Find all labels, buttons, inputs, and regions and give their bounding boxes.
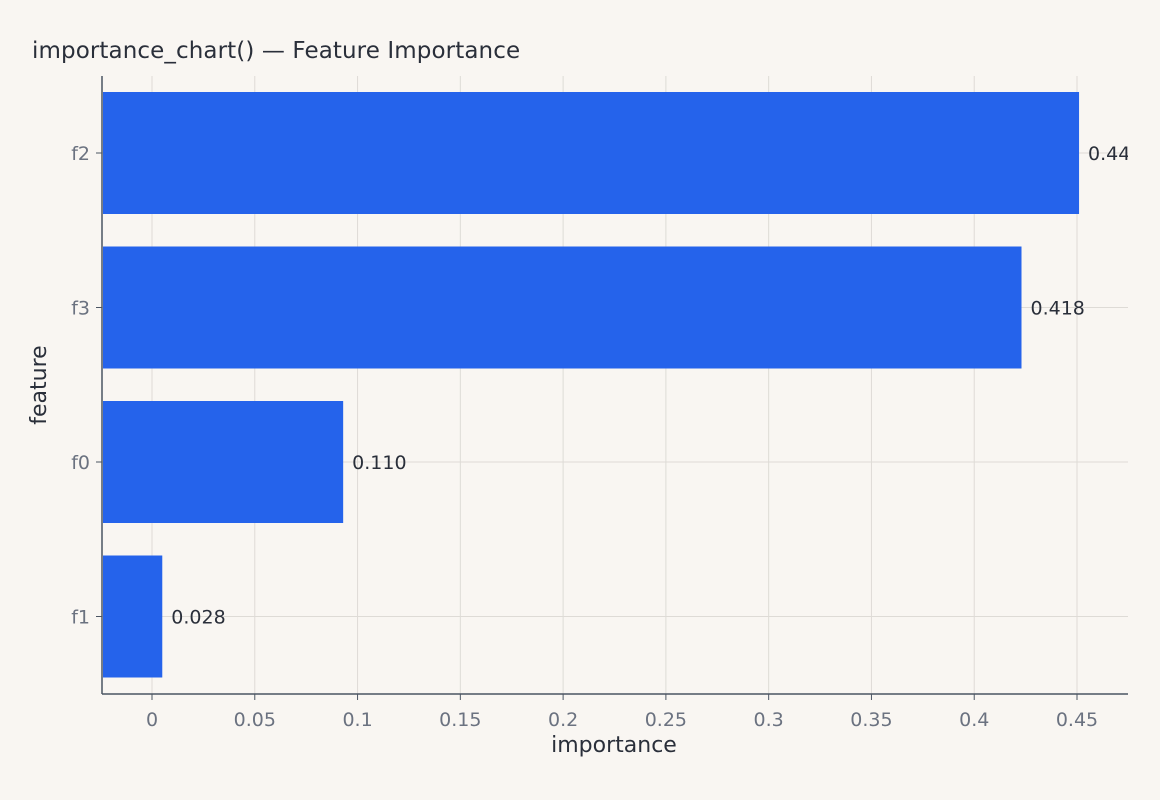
- labels-layer: 0.44 0.418 0.110 0.028: [171, 143, 1130, 629]
- x-tick-label: 0.45: [1056, 709, 1098, 731]
- bar-f0: [103, 401, 344, 523]
- bar-f1: [103, 555, 163, 678]
- data-label-f2: 0.44: [1088, 143, 1130, 165]
- x-axis-title: importance: [551, 733, 677, 758]
- x-tick-label: 0.25: [645, 709, 687, 731]
- x-tick-label: 0.05: [234, 709, 276, 731]
- x-tick-label: 0.15: [439, 709, 481, 731]
- x-tick-label: 0.1: [342, 709, 372, 731]
- y-tick-label: f2: [71, 143, 90, 165]
- bars-layer: [103, 92, 1080, 678]
- bar-f3: [103, 246, 1022, 369]
- x-tick-label: 0.35: [850, 709, 892, 731]
- y-axis-title: feature: [27, 345, 52, 424]
- y-tick-label: f1: [71, 607, 90, 629]
- chart-title: importance_chart() — Feature Importance: [32, 38, 521, 64]
- data-label-f1: 0.028: [171, 607, 225, 629]
- data-label-f0: 0.110: [352, 452, 406, 474]
- bar-f2: [103, 92, 1080, 214]
- axis-layer: 0 0.05 0.1 0.15 0.2 0.25 0.3 0.35 0.4 0.45 f2 f3 f0 f…: [71, 76, 1128, 731]
- y-tick-label: f3: [71, 298, 90, 320]
- x-tick-label: 0.4: [959, 709, 989, 731]
- data-label-f3: 0.418: [1031, 298, 1085, 320]
- x-tick-label: 0.2: [548, 709, 578, 731]
- x-tick-label: 0: [146, 709, 158, 731]
- y-tick-label: f0: [71, 452, 90, 474]
- x-tick-label: 0.3: [754, 709, 784, 731]
